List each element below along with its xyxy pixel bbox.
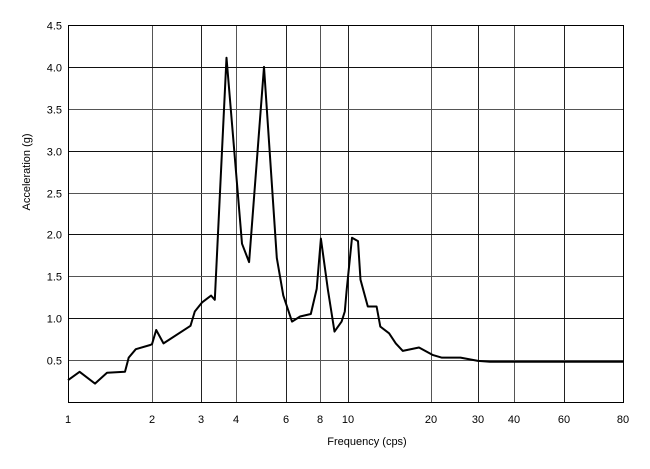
y-tick-label: 1.0 xyxy=(47,314,62,326)
x-tick-label: 30 xyxy=(472,414,484,426)
x-tick-label: 4 xyxy=(233,414,239,426)
x-tick-label: 8 xyxy=(317,414,323,426)
y-tick-labels: 0.5 1.0 1.5 2.0 2.5 3.0 3.5 4.0 4.5 xyxy=(47,21,62,368)
y-tick-label: 2.0 xyxy=(47,230,62,242)
plot-area xyxy=(68,25,624,403)
y-tick-label: 4.0 xyxy=(47,63,62,75)
x-tick-label: 60 xyxy=(558,414,570,426)
x-tick-labels: 1 2 3 4 6 8 10 20 30 40 60 80 xyxy=(65,414,629,426)
x-tick-label: 20 xyxy=(425,414,437,426)
y-tick-label: 1.5 xyxy=(47,272,62,284)
data-line xyxy=(67,56,623,385)
y-tick-label: 2.5 xyxy=(47,189,62,201)
y-tick-label: 4.5 xyxy=(47,21,62,33)
x-tick-label: 80 xyxy=(617,414,629,426)
x-tick-label: 3 xyxy=(198,414,204,426)
y-tick-label: 3.5 xyxy=(47,105,62,117)
y-tick-label: 0.5 xyxy=(47,356,62,368)
x-tick-label: 40 xyxy=(508,414,520,426)
y-tick-label: 3.0 xyxy=(47,147,62,159)
x-axis-title: Frequency (cps) xyxy=(327,436,406,448)
y-axis-title: Acceleration (g) xyxy=(21,133,33,210)
x-tick-label: 6 xyxy=(283,414,289,426)
x-gridlines xyxy=(68,25,624,402)
x-tick-label: 1 xyxy=(65,414,71,426)
x-tick-label: 2 xyxy=(149,414,155,426)
x-tick-label: 10 xyxy=(342,414,354,426)
